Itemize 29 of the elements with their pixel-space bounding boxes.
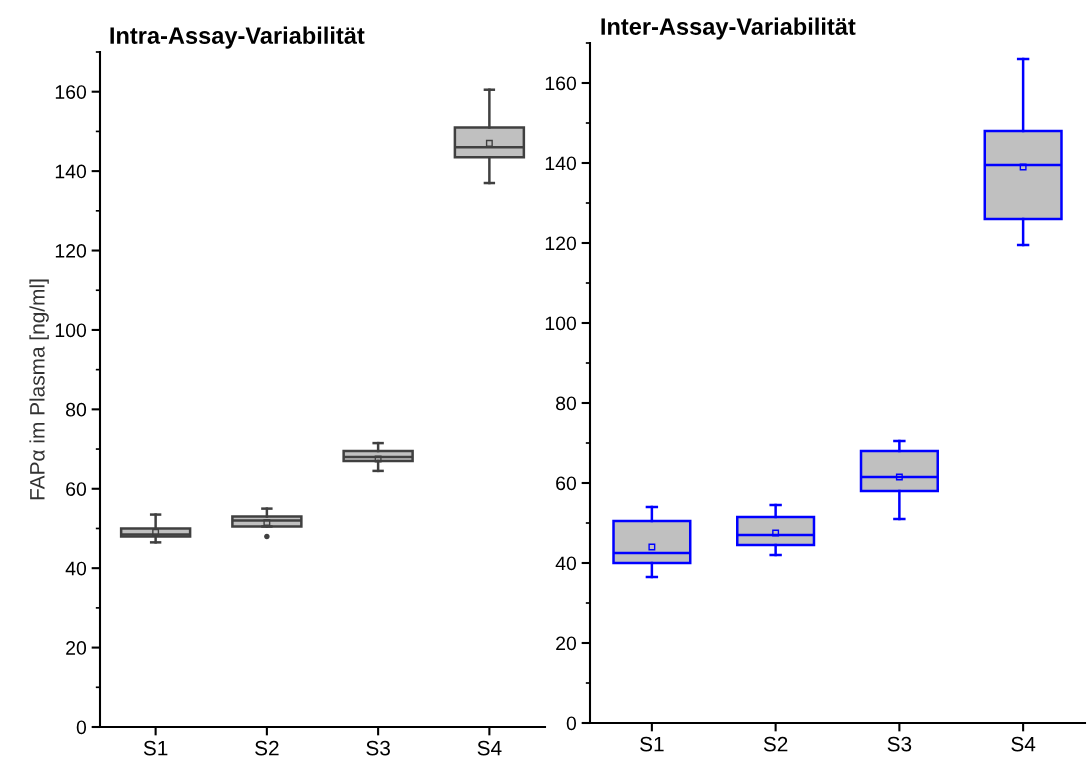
y-tick-label: 20: [556, 636, 577, 651]
chart-title: Inter-Assay-Variabilität: [601, 17, 856, 40]
x-tick-label: S1: [640, 736, 664, 752]
y-tick-label: 80: [556, 396, 577, 411]
y-tick-label: 140: [55, 164, 87, 179]
y-tick-label: 20: [66, 641, 87, 655]
x-tick-label: S4: [477, 740, 502, 756]
y-tick-label: 100: [55, 323, 87, 338]
y-tick-label: 120: [55, 244, 87, 258]
y-tick-label: 60: [66, 482, 87, 496]
x-tick-label: S3: [887, 736, 912, 752]
y-tick-label: 160: [545, 76, 577, 91]
y-axis-title: FAPα im Plasma [ng/ml]: [29, 279, 49, 500]
y-tick-label: 60: [556, 476, 577, 491]
y-tick-label: 80: [66, 402, 87, 417]
y-tick-label: 120: [545, 236, 577, 251]
x-tick-label: S2: [255, 740, 279, 756]
y-tick-label: 160: [55, 85, 87, 99]
x-tick-label: S4: [1011, 736, 1036, 752]
y-tick-label: 0: [76, 720, 87, 735]
x-tick-label: S2: [763, 736, 788, 752]
y-tick-label: 0: [566, 716, 577, 731]
x-tick-label: S1: [143, 740, 168, 756]
y-tick-label: 40: [555, 556, 577, 571]
y-tick-label: 140: [545, 156, 577, 171]
x-tick-label: S3: [366, 740, 390, 756]
y-tick-label: 40: [65, 561, 87, 576]
y-tick-label: 100: [545, 316, 577, 331]
chart-title: Intra-Assay-Variabilität: [110, 26, 365, 49]
